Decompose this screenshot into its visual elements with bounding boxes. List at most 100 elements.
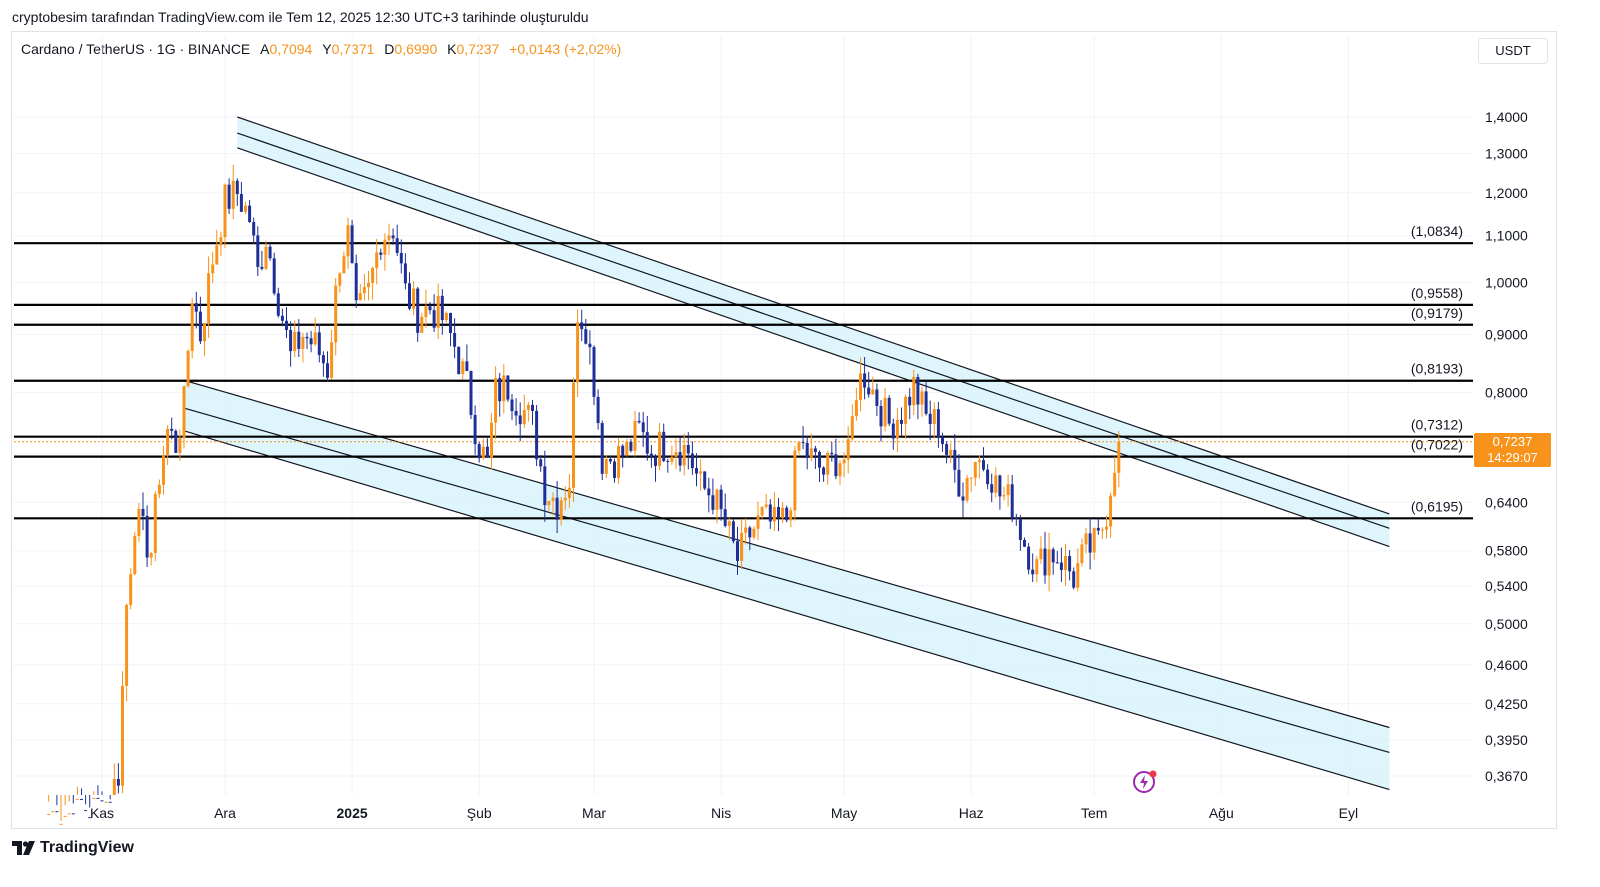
candle-body	[285, 320, 288, 331]
low-label: D	[384, 41, 395, 57]
x-axis: Kas Ara 2025 Şub Mar Nis May Haz Tem Ağu Eyl	[90, 805, 1358, 821]
candle-body	[969, 477, 973, 479]
currency-selector[interactable]: USDT	[1478, 38, 1548, 64]
y-tick-label: 0,4600	[1485, 657, 1528, 673]
candle-body	[186, 350, 190, 387]
lightning-icon[interactable]	[1132, 769, 1158, 795]
candle-body	[182, 386, 186, 438]
candle-body	[293, 331, 297, 352]
candle-body	[1035, 559, 1039, 575]
candle-body	[289, 330, 293, 352]
candle-body	[953, 449, 957, 470]
candle-body	[924, 391, 928, 414]
candle-body	[436, 295, 440, 328]
candle-body	[879, 405, 883, 427]
candle-body	[395, 238, 399, 253]
candle-body	[895, 419, 899, 439]
candle-body	[666, 461, 670, 463]
symbol-label[interactable]: Cardano / TetherUS · 1G · BINANCE	[21, 41, 251, 57]
candle-body	[580, 322, 584, 330]
high-value: 0,7371	[331, 41, 375, 57]
candle-body	[645, 432, 649, 454]
candle-body	[408, 283, 411, 309]
candle-body	[826, 452, 830, 475]
candle-body	[1088, 533, 1092, 553]
candle-body	[707, 488, 711, 496]
candle-body	[133, 535, 137, 575]
level-label: (0,9558)	[1411, 285, 1463, 301]
candle-body	[178, 437, 182, 454]
candle-body	[977, 460, 981, 463]
y-axis: 1,4000 1,3000 1,2000 1,1000 1,0000 0,9000 0,80…	[1485, 109, 1528, 784]
lower-channel-fill	[184, 380, 1390, 790]
candle-body	[350, 225, 354, 264]
candle-body	[1059, 562, 1063, 570]
candle-body	[789, 510, 793, 521]
candle-body	[613, 461, 616, 478]
tv-logo-icon	[12, 841, 35, 855]
candle-body	[416, 288, 420, 333]
candle-body	[932, 409, 936, 425]
candle-body	[1023, 539, 1026, 547]
candle-body	[383, 239, 387, 255]
y-tick-label: 0,3950	[1485, 732, 1528, 748]
candle-body	[777, 506, 780, 518]
candle-body	[223, 184, 227, 238]
candle-body	[842, 459, 846, 464]
candle-body	[1006, 484, 1010, 496]
candle-body	[166, 428, 170, 455]
candle-body	[838, 463, 842, 477]
candle-body	[633, 420, 637, 451]
candle-body	[695, 468, 698, 474]
candle-body	[235, 180, 239, 195]
candle-body	[1010, 484, 1014, 519]
candle-body	[129, 574, 133, 605]
candle-body	[264, 246, 268, 269]
candle-body	[260, 266, 264, 269]
candle-body	[326, 363, 329, 378]
candle-body	[781, 507, 785, 518]
candle-body	[494, 378, 498, 423]
level-label: (1,0834)	[1411, 223, 1463, 239]
candle-body	[121, 685, 124, 786]
candle-body	[215, 245, 219, 265]
candle-body	[252, 222, 256, 236]
candle-body	[280, 315, 284, 321]
change-value: +0,0143 (+2,02%)	[509, 41, 622, 57]
candle-body	[625, 441, 629, 456]
candle-body	[440, 295, 444, 321]
candle-body	[547, 500, 551, 506]
candle-body	[428, 306, 432, 311]
candle-body	[801, 442, 805, 444]
candle-body	[604, 459, 608, 474]
candle-body	[1068, 556, 1072, 572]
candle-body	[301, 336, 305, 349]
candle-body	[662, 431, 666, 462]
candle-body	[203, 323, 206, 342]
brand-label: TradingView	[40, 839, 134, 856]
low-value: 0,6990	[394, 41, 438, 57]
candle-body	[1117, 441, 1121, 473]
candle-body	[846, 439, 850, 460]
candle-body	[1018, 519, 1022, 540]
candle-body	[526, 404, 530, 410]
candle-body	[145, 515, 149, 558]
upper-channel-fill	[237, 117, 1390, 547]
chart-frame	[11, 31, 1557, 829]
candle-body	[703, 471, 707, 489]
candle-body	[207, 273, 211, 324]
candle-body	[641, 422, 645, 433]
candle-body	[313, 332, 317, 345]
level-label: (0,7022)	[1411, 437, 1463, 453]
tradingview-logo[interactable]: TradingView	[12, 839, 134, 857]
candle-body	[330, 342, 334, 378]
candle-body	[469, 370, 473, 416]
lower-channel-line	[183, 430, 1390, 791]
candle-body	[576, 322, 580, 383]
x-tick-label: Kas	[90, 805, 114, 821]
candle-body	[219, 237, 223, 246]
candle-body	[157, 484, 161, 494]
candle-body	[891, 423, 895, 439]
candle-body	[699, 471, 703, 474]
